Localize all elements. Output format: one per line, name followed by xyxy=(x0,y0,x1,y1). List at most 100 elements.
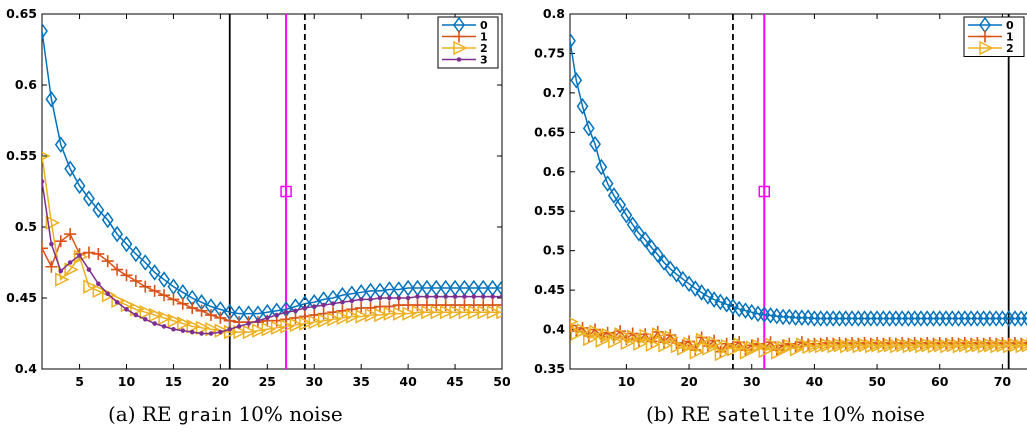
panel-a-series-1-line xyxy=(42,232,502,323)
panel-a-series-2-point xyxy=(252,323,267,338)
panel-a-series-3-point xyxy=(49,241,54,247)
panel-b-xtick-label: 20 xyxy=(680,374,698,389)
panel-b-series-0-point xyxy=(595,158,608,176)
panel-b-legend: 012 xyxy=(963,16,1025,57)
panel-b-xtick-label: 70 xyxy=(994,374,1012,389)
panel-a-series-1-point xyxy=(139,280,152,293)
panel-a-series-2-point xyxy=(158,310,173,326)
panel-a-series-3-point xyxy=(133,312,139,318)
panel-a-vline-marker xyxy=(280,185,292,198)
panel-a-series-2-point xyxy=(411,304,427,320)
panel-a-series-2-point xyxy=(299,316,314,331)
panel-a-series-0-point xyxy=(64,160,77,178)
panel-b-legend-swatch-marker xyxy=(979,40,994,56)
panel-a-series-3-point xyxy=(330,301,336,306)
panel-a-xtick-label: 50 xyxy=(493,374,511,389)
panel-a-series-2-point xyxy=(42,151,51,161)
panel-b-series-0-point xyxy=(664,260,677,278)
panel-b-series-0-point xyxy=(1021,310,1027,327)
panel-a-series-3-point xyxy=(377,295,383,301)
panel-a-series-3-point xyxy=(368,297,373,302)
panel-a-series-1-point xyxy=(129,274,142,287)
panel-b-ytick-label: 0.45 xyxy=(534,282,565,297)
panel-a-series-1-point xyxy=(42,242,48,255)
panel-a-series-1-point xyxy=(92,247,105,260)
figure: 0.40.450.50.550.60.655 10 15 20 25 30 35 40 45 50… xyxy=(6,6,1027,389)
panel-a-series-3-point xyxy=(236,324,242,329)
panel-a-series-2-point xyxy=(148,307,164,323)
panel-b-series-2-point xyxy=(708,335,723,351)
panel-a-series-0-point xyxy=(92,201,105,219)
panel-a-series-2-point xyxy=(64,262,79,277)
panel-b-series-1-point xyxy=(733,336,746,349)
panel-a-series-0-point xyxy=(129,245,142,263)
panel-a-series-3-point xyxy=(443,294,448,299)
panel-a-series-0-line xyxy=(42,30,502,315)
panel-a-series-2-point xyxy=(308,314,323,330)
panel-a-series-3-point xyxy=(490,294,495,299)
panel-a-series-1-point xyxy=(111,263,124,276)
panel-a-series-2-point xyxy=(55,272,70,287)
panel-b-series-0-point xyxy=(701,288,714,305)
panel-a-series-3-point xyxy=(58,268,64,274)
panel-b-series-1-point xyxy=(651,325,664,338)
panel-b-series-1-point xyxy=(683,335,696,348)
panel-a-series-3-point xyxy=(358,297,364,302)
panel-a-series-3-point xyxy=(462,294,467,299)
panel-b-series-0-point xyxy=(727,298,739,315)
panel-b-series-0-point xyxy=(645,239,658,256)
panel-b-series-0-point xyxy=(589,135,601,153)
panel-a-series-2-point xyxy=(261,322,276,337)
panel-a-xtick-label: 20 xyxy=(212,374,230,389)
panel-b-series-0-point xyxy=(689,280,702,297)
panel-a-legend-swatch-marker xyxy=(456,57,462,62)
panel-a-series-2-point xyxy=(430,304,445,320)
panel-a-series-0-point xyxy=(496,279,502,297)
panel-a-series-1-point xyxy=(223,314,236,327)
panel-a-series-0-point xyxy=(45,90,58,108)
panel-b-legend-swatch-marker xyxy=(979,30,991,43)
panel-a-series-3-point xyxy=(424,294,430,299)
panel-a-legend-label: 2 xyxy=(480,42,488,55)
panel-b-series-0-point xyxy=(651,246,664,263)
panel-a-series-1-point xyxy=(167,293,180,306)
panel-a-series-0-point xyxy=(73,177,86,195)
panel-b-series-0-point xyxy=(607,187,620,204)
panel-a-plot-area xyxy=(42,14,502,369)
panel-b-series-2-point xyxy=(1021,338,1027,353)
panel-a-series-3-point xyxy=(142,317,148,322)
panel-b-legend-item-1: 1 xyxy=(968,30,1014,44)
panel-a-ytick-label: 0.6 xyxy=(15,77,37,92)
panel-a-plot: 0.40.450.50.550.60.655 10 15 20 25 30 35 40 45 50… xyxy=(6,6,511,389)
panel-a-series-3-point xyxy=(302,305,308,311)
panel-b-plot-area xyxy=(570,14,1027,369)
panel-a-series-3-point xyxy=(199,331,204,336)
panel-a-series-2-point xyxy=(449,304,464,320)
caption-a-prefix: (a) RE xyxy=(108,402,178,426)
panel-a-series-3-point xyxy=(274,312,279,318)
panel-b-series-0-point xyxy=(626,216,639,233)
panel-b-series-1-point xyxy=(570,319,576,332)
panel-a-series-3-point xyxy=(42,179,45,184)
panel-a-series-0-point xyxy=(402,279,415,297)
panel-a-xtick-label: 15 xyxy=(165,374,182,389)
panel-a-axes-frame xyxy=(41,13,503,370)
panel-a-series-3-point xyxy=(124,307,129,312)
panel-a-series-0-point xyxy=(148,264,161,281)
panel-a-series-0-point xyxy=(83,190,95,207)
panel-b-xtick-label: 50 xyxy=(868,374,886,389)
panel-a-series-1-point xyxy=(496,299,502,312)
panel-b-xtick-label: 40 xyxy=(806,374,824,389)
panel-a-series-2-point xyxy=(195,320,211,336)
panel-a-series-2-point xyxy=(374,307,389,323)
panel-a-series-3-point xyxy=(189,329,195,335)
panel-a-series-2-point xyxy=(242,324,258,340)
panel-b-series-0-point xyxy=(570,71,583,89)
panel-a-series-0-point xyxy=(101,211,114,229)
panel-b-series-0-point xyxy=(714,293,727,311)
panel-b-ytick-label: 0.5 xyxy=(543,243,565,258)
panel-a-xtick-label: 10 xyxy=(118,374,136,389)
panel-a-series-2-point xyxy=(486,304,502,320)
panel-b-vline-marker xyxy=(758,185,771,198)
panel-b-ytick-label: 0.7 xyxy=(543,85,565,100)
